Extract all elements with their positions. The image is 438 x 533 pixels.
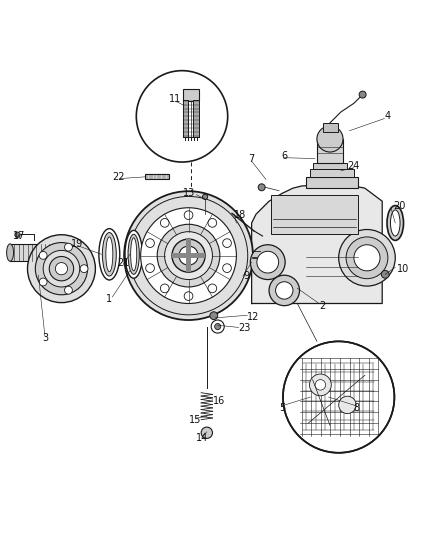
Circle shape — [35, 243, 88, 295]
Text: 15: 15 — [189, 415, 201, 425]
Ellipse shape — [128, 235, 139, 274]
Text: 11: 11 — [170, 94, 182, 104]
Circle shape — [43, 251, 80, 287]
Text: 7: 7 — [248, 154, 255, 164]
Text: 4: 4 — [385, 111, 391, 122]
Circle shape — [141, 208, 237, 303]
Circle shape — [339, 396, 356, 414]
Text: 3: 3 — [42, 333, 48, 343]
Circle shape — [39, 252, 47, 259]
Ellipse shape — [106, 237, 113, 272]
Text: 14: 14 — [195, 433, 208, 443]
Circle shape — [146, 239, 154, 247]
Text: 13: 13 — [183, 188, 195, 198]
Circle shape — [124, 191, 253, 320]
Circle shape — [276, 282, 293, 299]
Circle shape — [49, 256, 74, 281]
Circle shape — [64, 286, 72, 294]
Ellipse shape — [125, 230, 142, 278]
Circle shape — [201, 427, 212, 439]
Bar — [193, 100, 198, 137]
Circle shape — [283, 341, 394, 453]
Ellipse shape — [7, 244, 14, 261]
Circle shape — [184, 292, 193, 301]
Circle shape — [315, 379, 325, 390]
Circle shape — [317, 126, 343, 152]
Text: 1: 1 — [106, 294, 113, 304]
Circle shape — [251, 245, 285, 279]
Circle shape — [64, 243, 72, 251]
Bar — [186, 239, 191, 272]
Circle shape — [146, 264, 154, 272]
Circle shape — [211, 320, 224, 333]
Circle shape — [55, 263, 67, 275]
Bar — [172, 254, 205, 258]
Text: 5: 5 — [279, 403, 285, 413]
Circle shape — [80, 265, 88, 272]
Ellipse shape — [387, 206, 403, 240]
Circle shape — [269, 275, 300, 305]
Text: 23: 23 — [239, 324, 251, 333]
Text: 20: 20 — [393, 201, 406, 212]
Bar — [317, 139, 343, 163]
Circle shape — [310, 374, 331, 396]
Circle shape — [381, 270, 389, 278]
Bar — [313, 163, 347, 169]
Circle shape — [223, 239, 231, 247]
Circle shape — [258, 184, 265, 191]
Circle shape — [354, 245, 380, 271]
Text: 16: 16 — [212, 395, 225, 406]
Polygon shape — [252, 184, 382, 303]
Ellipse shape — [102, 232, 116, 276]
Circle shape — [184, 211, 193, 220]
Circle shape — [157, 224, 220, 287]
Circle shape — [223, 264, 231, 272]
Circle shape — [359, 91, 366, 98]
Bar — [271, 195, 358, 234]
Bar — [311, 169, 354, 177]
Circle shape — [210, 312, 218, 320]
Bar — [306, 177, 358, 188]
Text: 24: 24 — [348, 161, 360, 172]
Circle shape — [160, 219, 169, 227]
Circle shape — [15, 232, 20, 237]
Text: 12: 12 — [247, 312, 260, 321]
Text: 21: 21 — [117, 258, 130, 268]
Circle shape — [257, 251, 279, 273]
Circle shape — [136, 71, 228, 162]
Circle shape — [129, 197, 248, 315]
Text: 8: 8 — [353, 403, 359, 413]
Circle shape — [215, 324, 221, 329]
Text: 2: 2 — [319, 301, 325, 311]
Text: 18: 18 — [234, 210, 247, 220]
Text: 9: 9 — [243, 271, 249, 281]
Bar — [183, 100, 188, 137]
Text: 22: 22 — [113, 172, 125, 182]
Bar — [183, 89, 198, 101]
Text: 6: 6 — [281, 150, 287, 160]
Circle shape — [202, 194, 208, 199]
Circle shape — [208, 219, 217, 227]
Circle shape — [172, 239, 205, 272]
Bar — [10, 244, 61, 261]
Circle shape — [165, 232, 212, 279]
Bar — [145, 174, 169, 180]
Circle shape — [208, 284, 217, 293]
Circle shape — [346, 237, 388, 279]
Ellipse shape — [391, 210, 400, 236]
Bar — [303, 361, 374, 433]
Circle shape — [339, 230, 395, 286]
Circle shape — [160, 284, 169, 293]
Circle shape — [39, 278, 47, 286]
Ellipse shape — [99, 229, 120, 280]
Bar — [322, 123, 338, 132]
Text: 10: 10 — [397, 264, 410, 273]
Circle shape — [179, 246, 198, 265]
Text: 17: 17 — [13, 231, 25, 241]
Text: 19: 19 — [71, 239, 84, 249]
Circle shape — [28, 235, 95, 303]
Ellipse shape — [131, 238, 137, 271]
